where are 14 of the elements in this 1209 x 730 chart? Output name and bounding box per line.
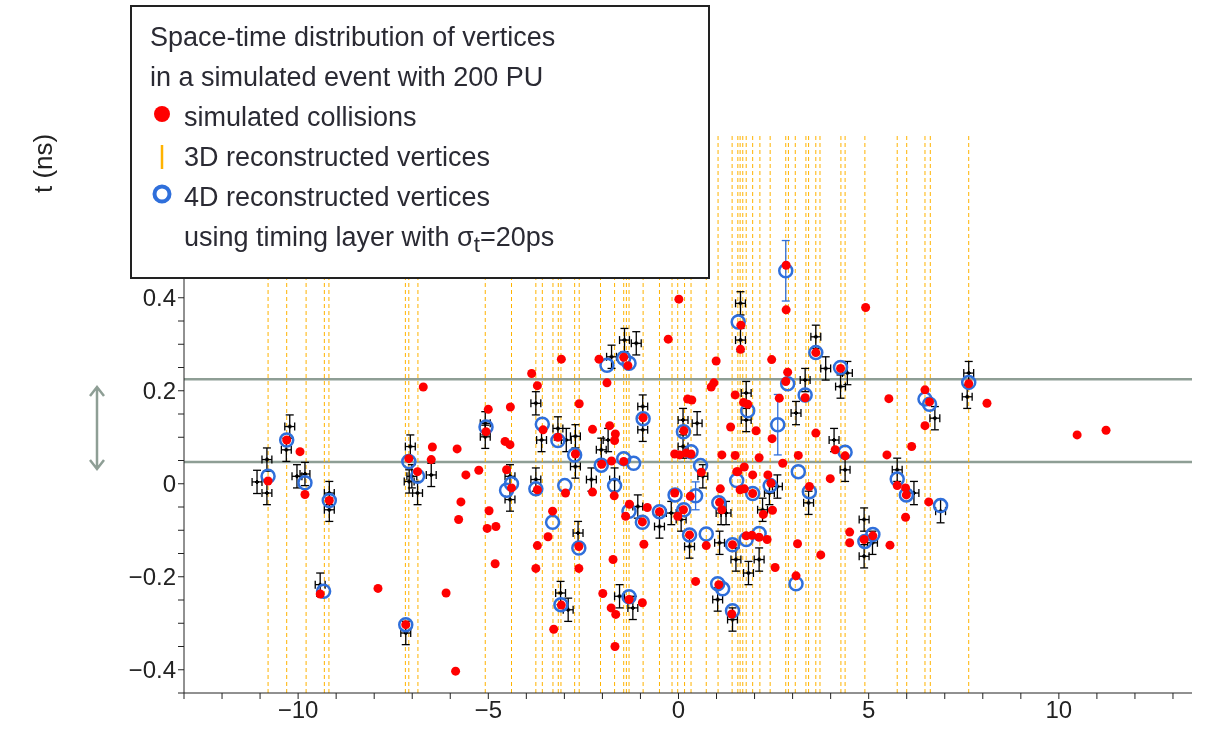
- x-tick-label: −5: [474, 696, 502, 724]
- annotation: 3D reconstructed vertices: [184, 141, 491, 174]
- x-tick-label: 10: [1045, 696, 1073, 724]
- y-axis-title: t (ns): [28, 133, 59, 193]
- legend-label: simulated collisions: [184, 101, 417, 134]
- x-tick-label: 5: [862, 696, 876, 724]
- y-tick-label: 0: [162, 470, 176, 498]
- y-tick-label: 0.2: [142, 377, 176, 405]
- y-tick-label: −0.2: [128, 563, 176, 591]
- y-tick-label: −0.4: [128, 656, 176, 684]
- y-tick-label: 0.4: [142, 284, 176, 312]
- x-tick-label: −10: [277, 696, 319, 724]
- legend-label: 4D reconstructed vertices using timing layer with σ$_{t}$=20ps: [184, 181, 555, 260]
- x-tick-label: 0: [671, 696, 686, 724]
